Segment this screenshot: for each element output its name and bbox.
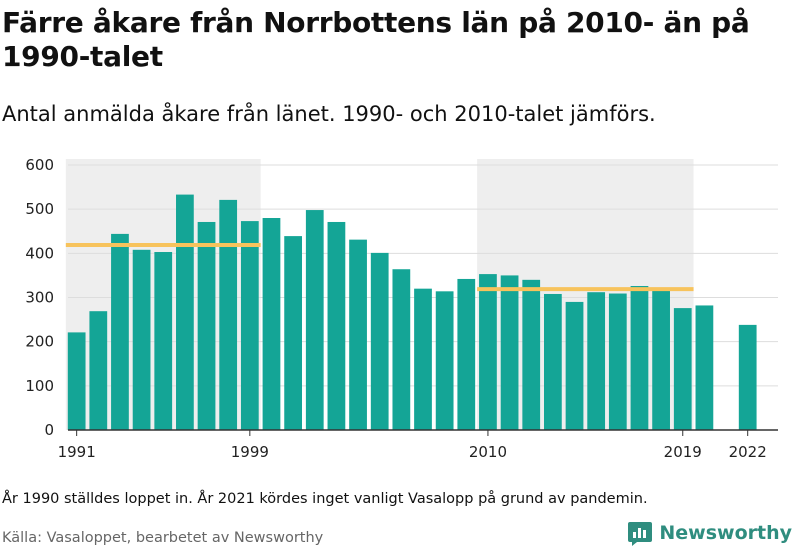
footnote: År 1990 ställdes loppet in. År 2021 körd… [2,491,648,507]
bar-2002 [305,210,324,430]
bar-2014 [565,301,584,430]
x-axis: 1991 1999 2010 2019 2022 [58,429,778,461]
bar-2012 [522,279,541,430]
y-tick-label-300: 300 [25,289,54,307]
bar-2007 [414,288,432,430]
bar-1999 [240,221,259,430]
bar-2009 [457,278,476,430]
chart-title: Färre åkare från Norrbottens län på 2010… [2,6,750,73]
bar-1993 [111,233,129,430]
bar-chart-icon [628,522,653,546]
bar-2020 [695,305,714,430]
x-tick-label-2022: 2022 [729,443,767,461]
bar-2010 [479,274,497,430]
x-tick-label-2010: 2010 [469,443,507,461]
bar-2017 [630,286,649,430]
y-tick-label-200: 200 [25,333,54,351]
logo-text: Newsworthy [659,522,792,544]
bar-1996 [176,194,194,430]
bar-2013 [544,293,562,430]
average-lines [65,242,694,292]
x-tick-label-1991: 1991 [58,443,96,461]
y-tick-label-400: 400 [25,244,54,262]
bar-2005 [370,252,389,430]
bar-2015 [587,292,606,430]
y-axis-labels: 0 100 200 300 400 500 600 [25,156,54,439]
x-tick-label-2019: 2019 [664,443,702,461]
bar-2004 [349,239,367,430]
bar-2019 [673,308,692,430]
newsworthy-logo: Newsworthy [627,520,792,546]
bar-2011 [500,275,519,430]
y-tick-label-100: 100 [25,377,54,395]
bar-1997 [197,221,216,430]
bar-2000 [262,218,281,430]
bar-chart: 0 100 200 300 400 500 600 1991 1999 2010 2019 2022 [25,156,778,461]
bar-1992 [89,311,108,430]
bar-2001 [284,236,302,430]
bar-2003 [327,221,346,430]
bar-1994 [132,249,151,430]
y-tick-label-600: 600 [25,156,54,174]
bar-2008 [435,291,454,430]
x-tick-label-1999: 1999 [231,443,269,461]
bar-1991 [67,332,86,430]
y-tick-label-0: 0 [44,421,54,439]
bar-2018 [652,288,670,430]
bar-1995 [154,252,173,430]
bar-2016 [608,293,627,430]
bars [67,194,757,430]
chart-subtitle: Antal anmälda åkare från länet. 1990- oc… [2,102,656,126]
y-tick-label-500: 500 [25,200,54,218]
bar-2022 [738,324,757,430]
source-text: Källa: Vasaloppet, bearbetet av Newswort… [2,530,324,546]
bar-2006 [392,269,411,430]
bar-1998 [219,199,238,430]
